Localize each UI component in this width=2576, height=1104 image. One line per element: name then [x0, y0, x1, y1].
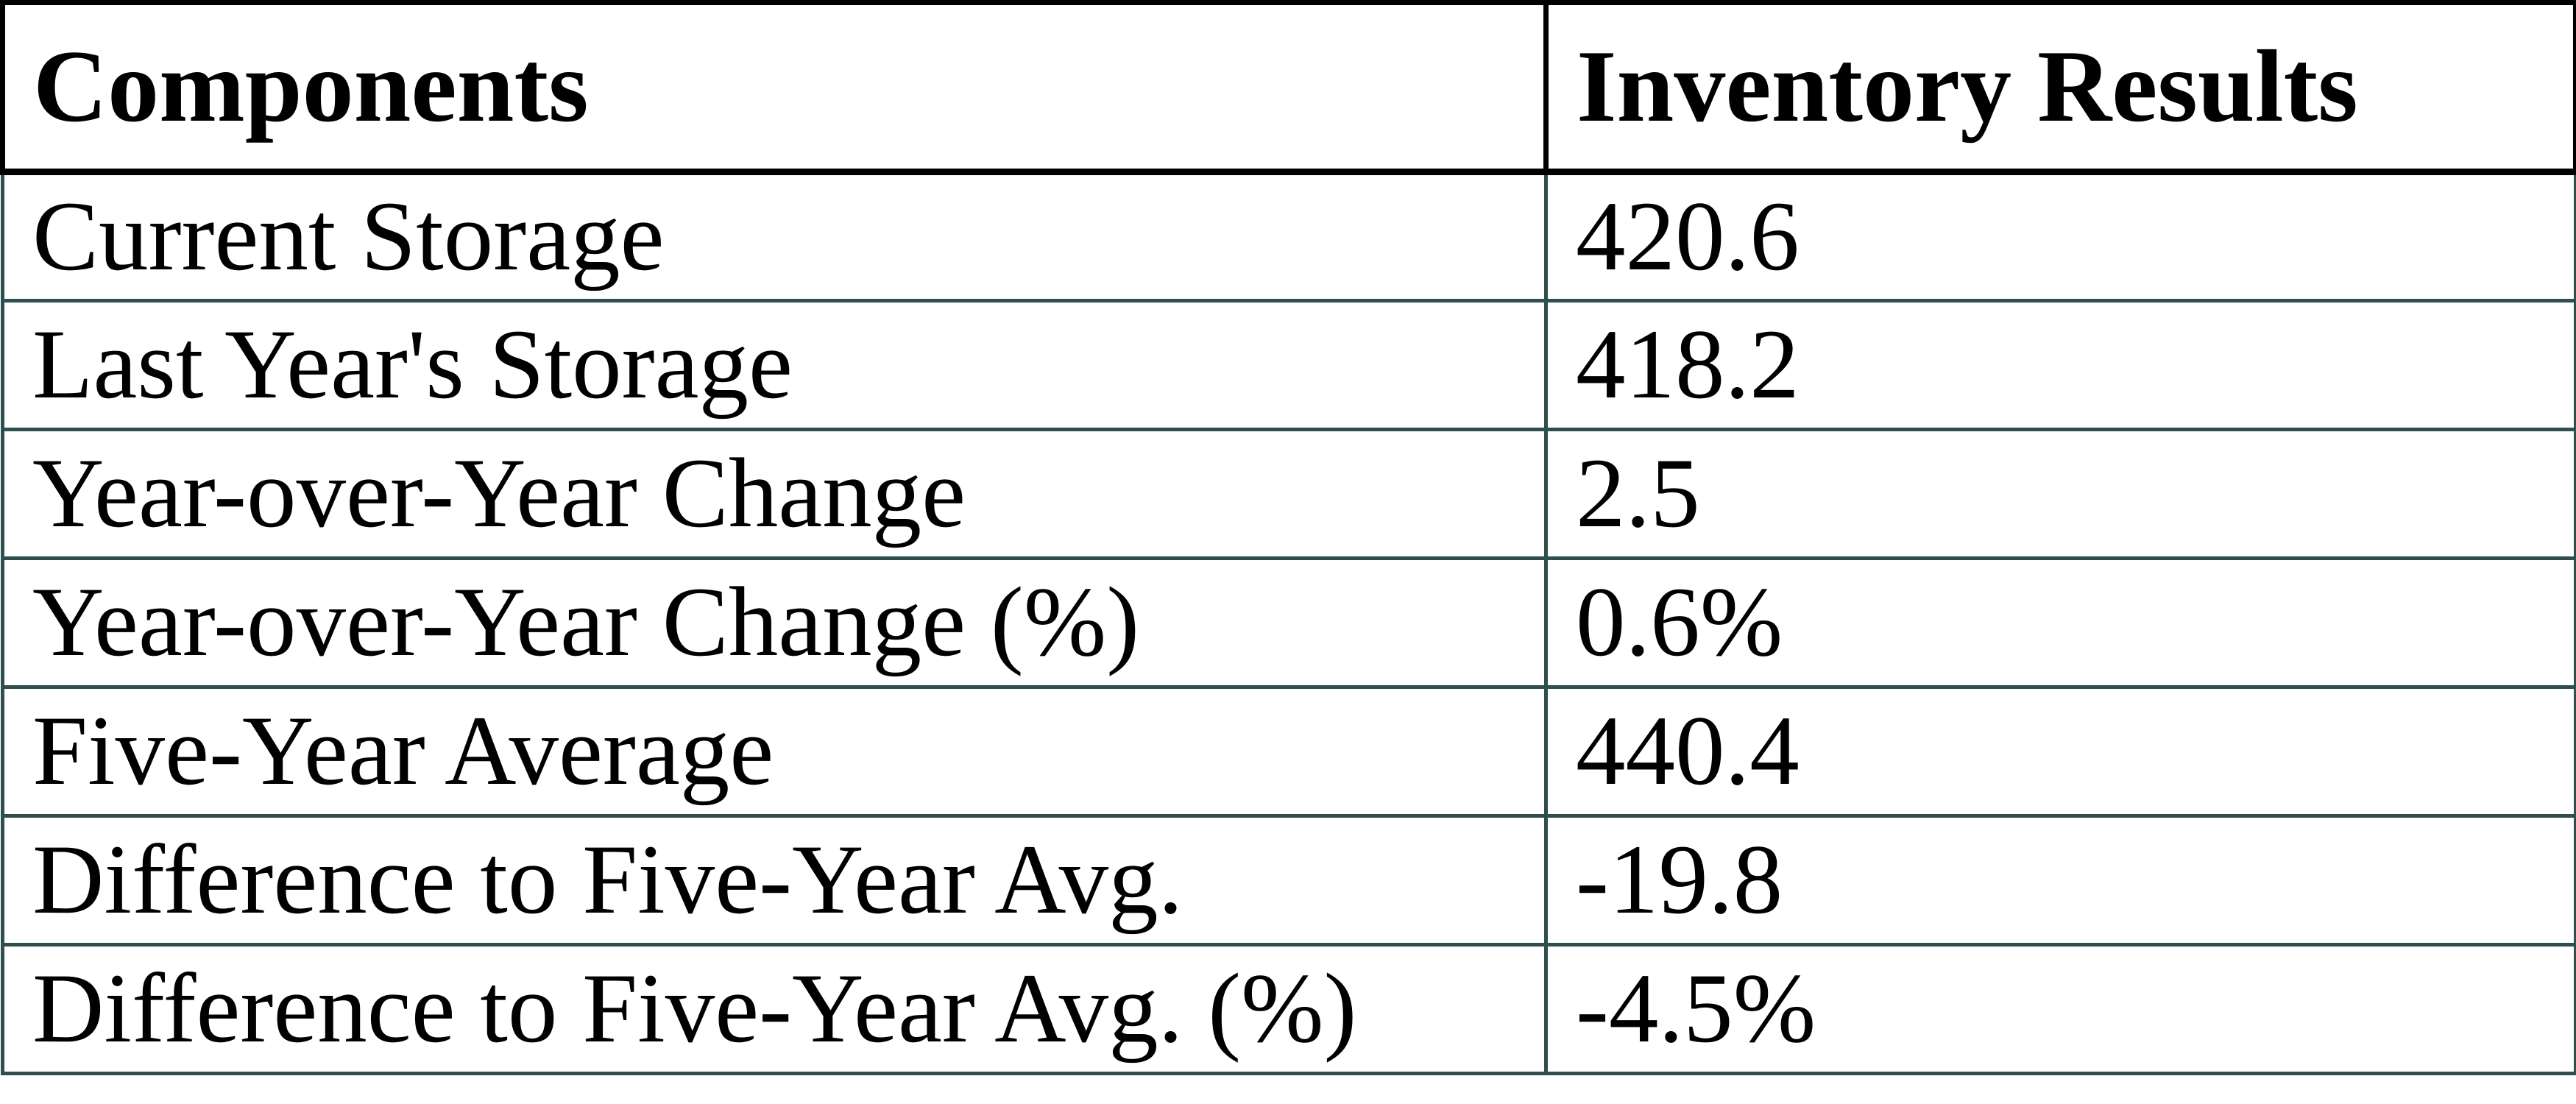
row-value: -19.8	[1544, 814, 2576, 946]
table-row-diff-five-year-avg-pct: Difference to Five-Year Avg. (%) -4.5%	[1, 943, 2576, 1075]
inventory-results-table: Components Inventory Results Current Sto…	[0, 0, 2576, 1075]
row-label: Difference to Five-Year Avg.	[1, 814, 1548, 946]
table-header-row: Components Inventory Results	[0, 0, 2576, 175]
table-row-yoy-change-pct: Year-over-Year Change (%) 0.6%	[1, 556, 2576, 689]
row-value: 0.6%	[1544, 556, 2576, 689]
table-row-diff-five-year-avg: Difference to Five-Year Avg. -19.8	[1, 814, 2576, 946]
row-value: 440.4	[1544, 685, 2576, 818]
row-value: -4.5%	[1544, 943, 2576, 1075]
row-value: 2.5	[1544, 428, 2576, 560]
table-row-five-year-average: Five-Year Average 440.4	[1, 685, 2576, 818]
row-label: Year-over-Year Change (%)	[1, 556, 1548, 689]
row-label: Last Year's Storage	[1, 299, 1548, 431]
row-value: 420.6	[1544, 170, 2576, 302]
row-label: Five-Year Average	[1, 685, 1548, 818]
row-label: Year-over-Year Change	[1, 428, 1548, 560]
row-label: Difference to Five-Year Avg. (%)	[1, 943, 1548, 1075]
row-value: 418.2	[1544, 299, 2576, 431]
table-row-current-storage: Current Storage 420.6	[1, 170, 2576, 302]
row-label: Current Storage	[1, 170, 1548, 302]
column-header-inventory-results: Inventory Results	[1543, 0, 2576, 175]
table-row-last-years-storage: Last Year's Storage 418.2	[1, 299, 2576, 431]
table-row-yoy-change: Year-over-Year Change 2.5	[1, 428, 2576, 560]
column-header-components: Components	[0, 0, 1549, 175]
